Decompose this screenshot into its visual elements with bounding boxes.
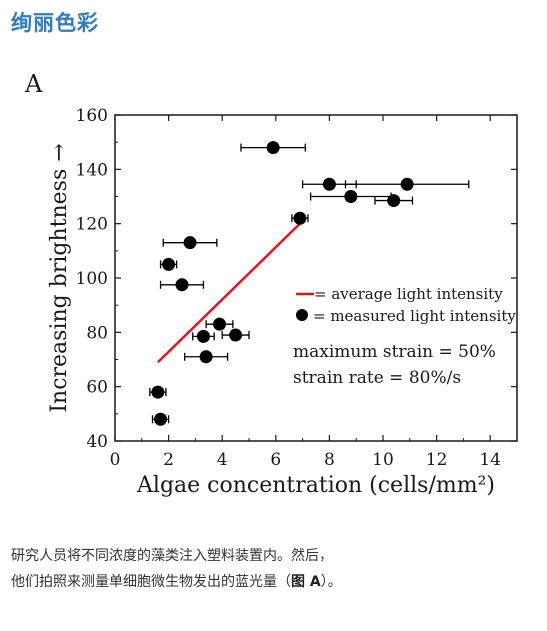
x-tick-label: 4 xyxy=(217,450,228,470)
data-point xyxy=(196,329,210,343)
axis-ticks: 0 2 4 6 8 10 12 14 40 60 80 100 120 140 160 xyxy=(76,106,517,470)
x-tick-label: 14 xyxy=(479,450,501,470)
x-tick-label: 2 xyxy=(163,450,174,470)
legend-point-swatch xyxy=(296,309,308,321)
x-tick-label: 6 xyxy=(270,450,281,470)
x-tick-label: 10 xyxy=(372,450,394,470)
page-heading: 绚丽色彩 xyxy=(11,11,99,35)
caption-line-1: 研究人员将不同浓度的藻类注入塑料装置内。然后， xyxy=(11,548,333,564)
data-point xyxy=(322,177,336,191)
average-intensity-line xyxy=(157,222,301,364)
x-tick-label: 12 xyxy=(426,450,448,470)
y-axis-label: Increasing brightness → xyxy=(47,143,72,412)
legend-average-label: = average light intensity xyxy=(314,285,503,303)
data-point xyxy=(213,317,227,331)
data-point xyxy=(175,278,189,292)
data-points-layer xyxy=(149,141,470,426)
scatter-chart: A 0 2 4 6 8 10 12 14 40 60 80 100 120 140 160 = averag… xyxy=(24,70,518,498)
data-point xyxy=(400,177,414,191)
x-tick-label: 8 xyxy=(324,450,335,470)
plot-frame xyxy=(114,114,518,442)
x-tick-label: 0 xyxy=(110,450,121,470)
data-point xyxy=(344,190,358,203)
caption: 研究人员将不同浓度的藻类注入塑料装置内。然后， 他们拍照来测量单细胞微生物发出的… xyxy=(11,543,536,595)
figure-reference: 图 A xyxy=(291,574,321,590)
panel-label: A xyxy=(24,70,43,98)
y-tick-label: 140 xyxy=(76,160,108,180)
data-point xyxy=(266,141,280,155)
data-point xyxy=(229,328,243,342)
data-point xyxy=(162,257,176,271)
y-tick-label: 100 xyxy=(76,269,108,289)
data-point xyxy=(154,412,168,426)
y-tick-label: 160 xyxy=(76,106,108,126)
y-tick-label: 80 xyxy=(86,323,108,343)
legend-measured-label: = measured light intensity xyxy=(313,307,516,325)
caption-text-end: ）。 xyxy=(320,574,342,590)
annotation-max-strain: maximum strain = 50% xyxy=(293,342,496,362)
data-point xyxy=(387,194,401,208)
data-point xyxy=(183,236,197,250)
annotation-strain-rate: strain rate = 80%/s xyxy=(293,368,461,388)
y-tick-label: 60 xyxy=(86,378,108,398)
data-point xyxy=(199,350,213,364)
caption-line-2: 他们拍照来测量单细胞微生物发出的蓝光量（图 A）。 xyxy=(11,569,536,595)
x-axis-label: Algae concentration (cells/mm²) xyxy=(136,473,495,498)
caption-text: 他们拍照来测量单细胞微生物发出的蓝光量（ xyxy=(11,574,291,590)
data-point xyxy=(293,211,307,225)
y-tick-label: 120 xyxy=(76,215,108,235)
data-point xyxy=(151,385,165,399)
y-tick-label: 40 xyxy=(86,432,108,452)
trend-line-layer xyxy=(157,222,301,364)
